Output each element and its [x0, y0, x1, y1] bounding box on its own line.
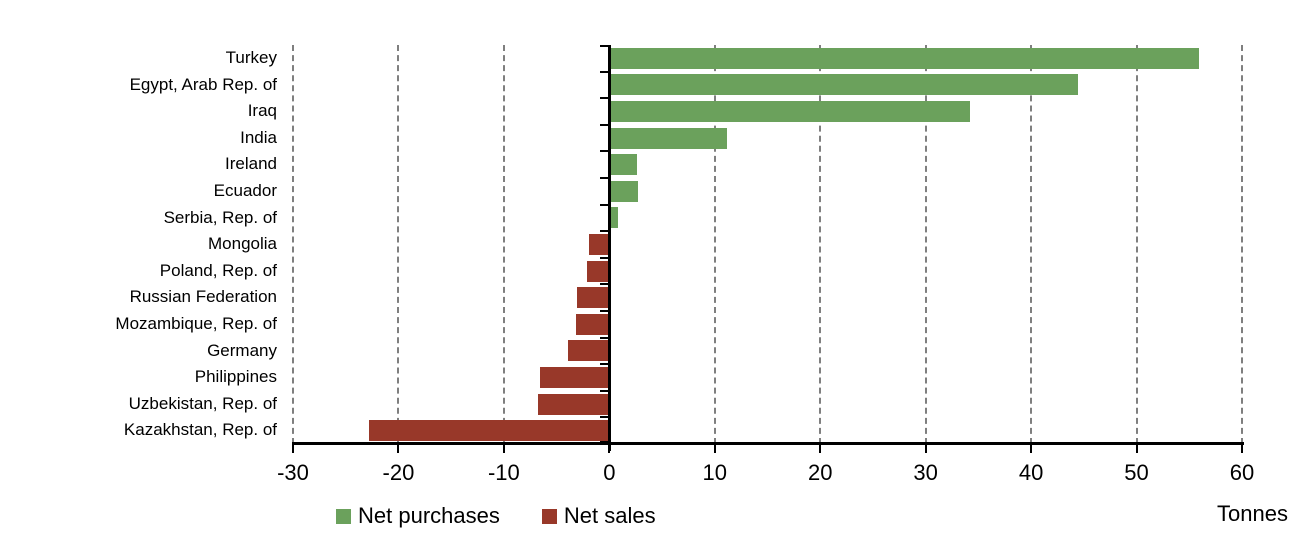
gridline-60 [1241, 45, 1243, 444]
category-label-mongolia: Mongolia [208, 234, 277, 254]
bar-mozambique-rep-of [575, 313, 610, 335]
gridline--30 [292, 45, 294, 444]
bar-poland-rep-of [587, 260, 610, 282]
x-tick-30 [924, 445, 927, 453]
bar-germany [568, 340, 610, 362]
plot-area [292, 45, 1244, 453]
category-label-kazakhstan-rep-of: Kazakhstan, Rep. of [123, 420, 277, 440]
legend-item-net-sales: Net sales [541, 503, 656, 529]
gridline-30 [924, 45, 927, 444]
category-label-philippines: Philippines [194, 367, 277, 387]
category-tick [599, 389, 608, 392]
bar-serbia-rep-of [610, 207, 619, 229]
bar-philippines [539, 367, 610, 388]
category-label-russian-federation: Russian Federation [129, 287, 277, 307]
bar-kazakhstan-rep-of [368, 420, 610, 442]
category-tick [599, 70, 608, 73]
bar-russian-federation [576, 287, 610, 309]
category-tick [599, 150, 608, 153]
x-tick--10 [502, 445, 505, 453]
category-label-turkey: Turkey [225, 48, 277, 67]
category-label-serbia-rep-of: Serbia, Rep. of [163, 207, 277, 227]
x-tick-label--20: -20 [382, 460, 415, 485]
legend-label-net-sales: Net sales [563, 503, 656, 528]
bar-mongolia [589, 234, 610, 255]
category-tick [599, 177, 608, 179]
x-tick-40 [1030, 445, 1033, 453]
x-tick-label-50: 50 [1124, 460, 1149, 485]
x-tick-label-40: 40 [1018, 460, 1044, 485]
x-tick-label-60: 60 [1229, 460, 1255, 485]
category-label-uzbekistan-rep-of: Uzbekistan, Rep. of [128, 393, 277, 413]
category-tick [599, 283, 608, 286]
category-label-mozambique-rep-of: Mozambique, Rep. of [115, 314, 277, 333]
category-tick [599, 123, 608, 126]
x-tick-20 [819, 445, 822, 453]
category-tick [599, 336, 608, 339]
category-label-egypt-arab-rep-of: Egypt, Arab Rep. of [129, 74, 277, 94]
category-label-india: India [240, 127, 277, 147]
gridline-50 [1135, 45, 1138, 444]
x-tick--30 [292, 445, 294, 453]
category-tick [599, 310, 608, 312]
x-tick-50 [1135, 445, 1138, 453]
category-tick [599, 416, 608, 419]
x-tick-0 [608, 445, 611, 453]
net-purchases-swatch-icon [336, 508, 351, 524]
category-label-ireland: Ireland [225, 154, 277, 174]
x-tick-10 [713, 445, 716, 453]
bar-iraq [610, 101, 971, 122]
category-axis-labels: Turkey Egypt, Arab Rep. of Iraq India Irelan… [0, 45, 277, 444]
x-tick-label--30: -30 [277, 460, 309, 485]
category-tick [599, 230, 608, 233]
bar-ireland [610, 154, 638, 176]
category-label-iraq: Iraq [247, 101, 277, 121]
category-label-poland-rep-of: Poland, Rep. of [159, 260, 277, 280]
x-tick-label-0: 0 [603, 460, 616, 485]
category-label-ecuador: Ecuador [213, 181, 277, 200]
gridline-40 [1030, 45, 1033, 444]
x-tick-60 [1241, 445, 1243, 453]
x-tick-label-10: 10 [702, 460, 728, 485]
x-tick-label--10: -10 [487, 460, 520, 485]
gridline--20 [397, 45, 400, 444]
x-axis-unit-label: Tonnes [1217, 501, 1288, 526]
legend-label-net-purchases: Net purchases [358, 503, 500, 528]
category-tick [599, 363, 608, 366]
legend-item-net-purchases: Net purchases [336, 503, 500, 529]
bar-ecuador [610, 180, 639, 202]
category-tick [599, 203, 608, 206]
category-label-germany: Germany [207, 340, 277, 360]
bar-turkey [610, 47, 1200, 69]
x-tick-label-20: 20 [807, 460, 833, 485]
category-tick [599, 97, 608, 100]
category-tick [599, 256, 608, 259]
gridline-20 [819, 45, 822, 444]
category-tick [599, 45, 608, 47]
bar-egypt-arab-rep-of [610, 74, 1078, 96]
x-axis-line [292, 442, 1244, 445]
x-tick-label-30: 30 [913, 460, 938, 485]
legend: Net purchases Net sales [336, 503, 656, 529]
gridline-10 [713, 45, 716, 444]
zero-axis-line [607, 45, 611, 451]
net-sales-swatch-icon [541, 508, 557, 524]
gridline--10 [502, 45, 505, 444]
bar-uzbekistan-rep-of [537, 393, 610, 415]
bar-india [610, 127, 727, 149]
x-tick--20 [397, 445, 400, 453]
